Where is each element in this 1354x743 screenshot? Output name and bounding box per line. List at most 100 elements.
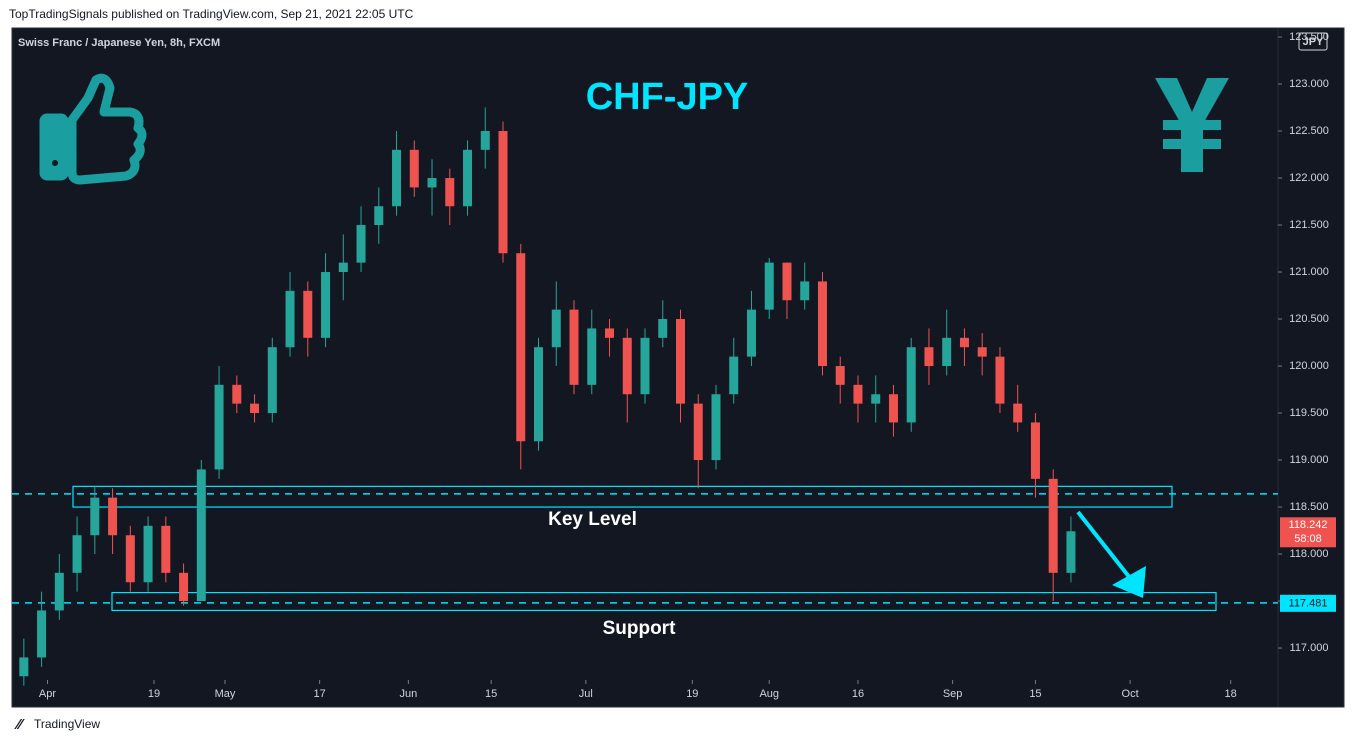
candle-body	[214, 384, 224, 470]
countdown: 58:08	[1294, 533, 1322, 545]
candle-body	[800, 281, 810, 301]
x-tick-label: 16	[852, 688, 864, 700]
candle-body	[374, 206, 384, 226]
candle-body	[321, 272, 331, 338]
candle-body	[1048, 478, 1058, 573]
candle-body	[658, 319, 668, 338]
candle-body	[498, 131, 508, 254]
x-tick-label: Oct	[1122, 688, 1139, 700]
candle-body	[232, 384, 242, 404]
candle-body	[534, 347, 544, 442]
thumb-dot	[52, 160, 58, 166]
candle-body	[250, 403, 260, 414]
y-tick-label: 118.000	[1290, 548, 1329, 560]
candle-body	[1066, 531, 1076, 573]
candle-body	[108, 497, 118, 536]
candle-body	[817, 281, 827, 367]
candle-body	[143, 525, 153, 583]
header: TopTradingSignals published on TradingVi…	[9, 7, 414, 21]
y-tick-label: 117.000	[1290, 642, 1329, 654]
candle-body	[179, 572, 189, 602]
x-tick-label: Apr	[39, 688, 56, 700]
candle-body	[729, 356, 739, 395]
x-tick-label: Sep	[943, 688, 963, 700]
candle-body	[196, 469, 206, 602]
candle-body	[977, 347, 987, 357]
y-tick-label: 120.500	[1289, 313, 1329, 325]
x-tick-label: 17	[314, 688, 326, 700]
candle-body	[782, 262, 792, 301]
candle-body	[303, 290, 313, 338]
candle-body	[445, 178, 455, 207]
x-tick-label: 19	[686, 688, 698, 700]
candle-body	[711, 394, 721, 461]
support-price-tag	[1280, 594, 1336, 612]
candle-body	[942, 337, 952, 367]
arrow-shaft	[1076, 510, 1132, 580]
y-tick-label: 121.500	[1289, 219, 1329, 231]
arrow-head	[1112, 566, 1146, 598]
candle-body	[888, 394, 898, 423]
candle-body	[853, 384, 863, 404]
x-tick-label: Jul	[579, 688, 593, 700]
candle-body	[427, 178, 437, 188]
candle-body	[392, 149, 402, 207]
candle-body	[356, 225, 366, 263]
yen-icon	[1155, 78, 1229, 172]
candle-body	[125, 535, 135, 583]
candle-body	[569, 309, 579, 385]
candle-body	[587, 328, 597, 385]
candle-body	[764, 262, 774, 310]
y-tick-label: 123.500	[1289, 31, 1329, 43]
candle-body	[409, 149, 419, 188]
candle-body	[1030, 422, 1040, 479]
candle-body	[516, 253, 526, 442]
support-price-label: 117.481	[1289, 598, 1328, 610]
candle-body	[90, 497, 100, 536]
candle-body	[54, 572, 64, 611]
y-tick-label: 122.000	[1289, 172, 1329, 184]
candle-body	[267, 347, 277, 414]
candle-body	[693, 403, 703, 461]
y-tick-label: 119.500	[1290, 407, 1329, 419]
x-tick-label: 15	[485, 688, 497, 700]
level-label: Key Level	[548, 509, 637, 530]
candle-body	[19, 657, 29, 677]
y-tick-label: 119.000	[1290, 454, 1329, 466]
x-tick-label: 15	[1029, 688, 1041, 700]
candle-body	[959, 337, 969, 348]
candle-body	[924, 347, 934, 367]
candle-body	[1013, 403, 1023, 423]
x-tick-label: 19	[148, 688, 160, 700]
candle-body	[463, 149, 473, 207]
level-label: Support	[603, 618, 676, 639]
last-price-tag	[1280, 517, 1336, 548]
chart-title: CHF-JPY	[586, 76, 749, 118]
candle-body	[605, 328, 615, 338]
y-tick-label: 121.000	[1289, 266, 1329, 278]
y-tick-label: 120.000	[1289, 360, 1329, 372]
x-tick-label: Jun	[399, 688, 417, 700]
currency: JPY	[1303, 36, 1324, 48]
x-tick-label: Aug	[759, 688, 779, 700]
candle-body	[995, 356, 1005, 404]
x-tick-label: May	[215, 688, 236, 700]
level-band	[111, 591, 1217, 612]
candle-body	[551, 309, 561, 348]
candle-body	[480, 131, 490, 150]
candle-body	[906, 347, 916, 423]
symbol: Swiss Franc / Japanese Yen, 8h, FXCM	[18, 37, 220, 49]
y-tick-label: 118.500	[1290, 501, 1329, 513]
x-tick-label: 18	[1225, 688, 1237, 700]
footer-logo: ⁄⁄	[14, 716, 26, 733]
candle-body	[835, 366, 845, 385]
candle-body	[338, 262, 348, 273]
thumb-icon	[39, 73, 147, 185]
candle-body	[161, 525, 171, 573]
candle-body	[640, 337, 650, 395]
footer-brand: TradingView	[34, 717, 100, 731]
y-tick-label: 123.000	[1289, 78, 1329, 90]
candle-body	[622, 337, 632, 395]
